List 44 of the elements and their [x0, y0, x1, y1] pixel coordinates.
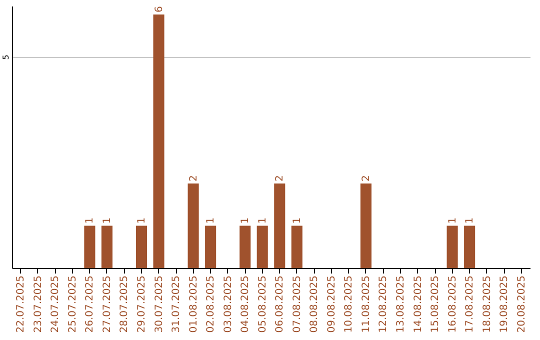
- x-tick-label: 25.07.2025: [67, 276, 78, 333]
- data-label: 2: [188, 175, 200, 182]
- x-tick-label: 29.07.2025: [136, 276, 148, 333]
- x-tick-label: 16.08.2025: [447, 276, 458, 333]
- data-label: 1: [292, 217, 303, 224]
- x-tick-label: 13.08.2025: [396, 276, 406, 333]
- x-tick-label: 26.07.2025: [84, 276, 96, 333]
- x-tick-label: 24.07.2025: [50, 276, 62, 333]
- x-tick-label: 02.08.2025: [206, 276, 217, 333]
- x-tick-label: 19.08.2025: [499, 276, 510, 333]
- data-label: 1: [257, 217, 268, 224]
- data-label: 1: [136, 217, 148, 224]
- data-label: 1: [84, 217, 96, 224]
- data-label: 2: [274, 175, 286, 182]
- x-tick-label: 11.08.2025: [360, 276, 372, 333]
- x-tick-label: 22.07.2025: [16, 276, 27, 333]
- x-tick-label: 14.08.2025: [412, 276, 424, 333]
- x-tick-label: 15.08.2025: [430, 276, 442, 333]
- data-label: 1: [240, 217, 252, 224]
- x-tick-label: 07.08.2025: [292, 276, 303, 333]
- x-tick-label: 30.07.2025: [154, 276, 165, 333]
- x-tick-label: 12.08.2025: [378, 276, 390, 333]
- x-tick-label: 20.08.2025: [516, 276, 528, 333]
- x-tick-label: 08.08.2025: [309, 276, 320, 333]
- x-tick-label: 27.07.2025: [102, 276, 113, 333]
- x-tick-label: 01.08.2025: [188, 276, 200, 333]
- x-tick-label: 03.08.2025: [222, 276, 234, 333]
- data-label: 1: [102, 217, 113, 224]
- x-tick-label: 23.07.2025: [32, 276, 44, 333]
- data-label: 2: [360, 175, 372, 182]
- data-label: 6: [154, 6, 165, 12]
- x-tick-label: 17.08.2025: [464, 276, 476, 333]
- x-tick-label: 09.08.2025: [326, 276, 338, 333]
- x-tick-label: 05.08.2025: [257, 276, 268, 333]
- y-tick-label: 5: [2, 54, 10, 60]
- x-tick-label: 31.07.2025: [171, 276, 182, 333]
- data-label: 1: [447, 217, 458, 224]
- data-label: 1: [464, 217, 476, 224]
- x-tick-label: 28.07.2025: [119, 276, 130, 333]
- x-tick-label: 06.08.2025: [274, 276, 286, 333]
- data-label: 1: [206, 217, 217, 224]
- x-tick-label: 18.08.2025: [482, 276, 493, 333]
- x-tick-label: 10.08.2025: [344, 276, 355, 333]
- x-tick-label: 04.08.2025: [240, 276, 252, 333]
